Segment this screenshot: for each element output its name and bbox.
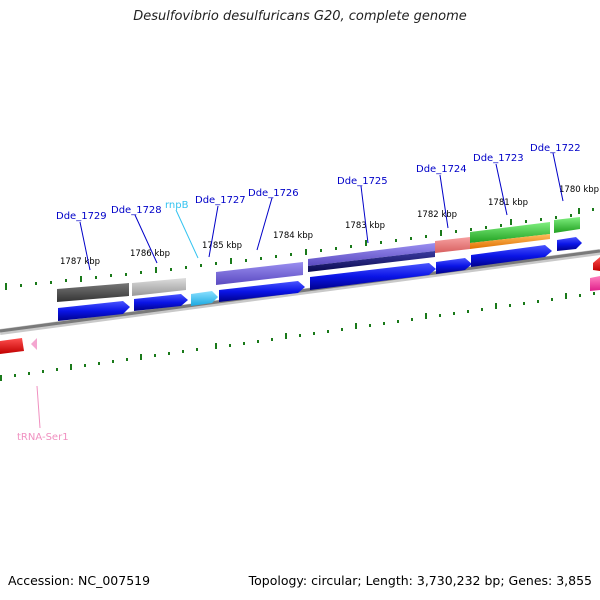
- outer-ruler-ticks: [5, 208, 594, 290]
- ruler-label: 1781 kbp: [488, 198, 528, 208]
- gene-arrow-dde1729[interactable]: [58, 301, 130, 321]
- gene-label-dde1724[interactable]: Dde_1724: [416, 164, 467, 175]
- gene-arrow-red-edge[interactable]: [593, 257, 600, 271]
- ruler-label: 1780 kbp: [559, 185, 599, 195]
- gene-arrow-dde1728[interactable]: [134, 294, 188, 311]
- cog-bar[interactable]: [554, 217, 580, 233]
- gene-label-dde1729[interactable]: Dde_1729: [56, 211, 107, 222]
- ruler-labels: 1787 kbp 1786 kbp 1785 kbp 1784 kbp 1783…: [60, 185, 599, 267]
- gene-label-rnpb[interactable]: rnpB: [165, 200, 189, 211]
- gene-label-trna-ser1[interactable]: tRNA-Ser1: [17, 432, 69, 443]
- gene-arrow-red-left[interactable]: [0, 338, 24, 354]
- gene-arrow-pink-edge[interactable]: [590, 276, 600, 291]
- ruler-label: 1783 kbp: [345, 221, 385, 231]
- cog-bar[interactable]: [216, 262, 303, 285]
- genome-summary-text: Topology: circular; Length: 3,730,232 bp…: [248, 573, 592, 588]
- ruler-label: 1784 kbp: [273, 231, 313, 241]
- gene-label-dde1726[interactable]: Dde_1726: [248, 188, 299, 199]
- genome-title: Desulfovibrio desulfuricans G20, complet…: [133, 9, 467, 24]
- gene-arrow-dde1724[interactable]: [471, 245, 552, 267]
- gene-labels: Dde_1729 Dde_1728 rnpB Dde_1727 Dde_1726…: [17, 143, 581, 443]
- accession-text: Accession: NC_007519: [8, 573, 151, 588]
- cog-bar[interactable]: [57, 283, 129, 302]
- ruler-label: 1787 kbp: [60, 257, 100, 267]
- cog-bars: [57, 217, 580, 302]
- ruler-label: 1785 kbp: [202, 241, 242, 251]
- gene-label-dde1722[interactable]: Dde_1722: [530, 143, 581, 154]
- gene-arrow-rnpb[interactable]: [191, 291, 218, 306]
- gene-arrow-dde1725[interactable]: [436, 258, 472, 274]
- gene-label-dde1728[interactable]: Dde_1728: [111, 205, 162, 216]
- cog-bar[interactable]: [132, 278, 186, 296]
- label-leaders: [36, 152, 564, 429]
- ruler-label: 1782 kbp: [417, 210, 457, 220]
- gene-arrow-dde1727[interactable]: [219, 281, 305, 302]
- ruler-label: 1786 kbp: [130, 249, 170, 259]
- cog-bar[interactable]: [308, 243, 435, 266]
- cog-bar[interactable]: [470, 234, 550, 249]
- gene-arrows: [0, 237, 600, 354]
- inner-ruler-ticks: [0, 292, 595, 381]
- gene-label-dde1723[interactable]: Dde_1723: [473, 153, 524, 164]
- trna-ser1-arrow[interactable]: [31, 338, 37, 350]
- gene-label-dde1725[interactable]: Dde_1725: [337, 176, 388, 187]
- cog-bar[interactable]: [308, 251, 435, 272]
- gene-arrow-dde1722[interactable]: [557, 237, 582, 251]
- cog-bar[interactable]: [435, 237, 470, 253]
- gene-arrow-dde1726[interactable]: [310, 263, 436, 290]
- gene-label-dde1727[interactable]: Dde_1727: [195, 195, 246, 206]
- cog-bar[interactable]: [470, 222, 550, 243]
